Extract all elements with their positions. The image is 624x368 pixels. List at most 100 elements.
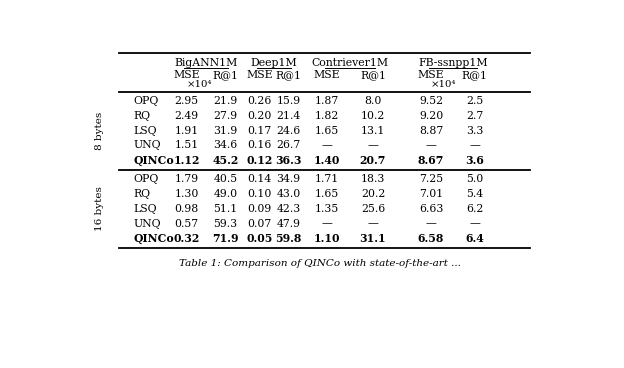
Text: 59.8: 59.8: [275, 233, 301, 244]
Text: 0.10: 0.10: [247, 189, 271, 199]
Text: 6.58: 6.58: [418, 233, 444, 244]
Text: Contriever1M: Contriever1M: [311, 58, 389, 68]
Text: 7.01: 7.01: [419, 189, 443, 199]
Text: 0.05: 0.05: [246, 233, 273, 244]
Text: 21.9: 21.9: [213, 96, 238, 106]
Text: QINCo: QINCo: [134, 155, 174, 166]
Text: 1.12: 1.12: [173, 155, 200, 166]
Text: 9.52: 9.52: [419, 96, 443, 106]
Text: 1.65: 1.65: [315, 189, 339, 199]
Text: 2.7: 2.7: [466, 111, 483, 121]
Text: 6.4: 6.4: [465, 233, 484, 244]
Text: 1.40: 1.40: [314, 155, 340, 166]
Text: 0.98: 0.98: [175, 204, 199, 214]
Text: 25.6: 25.6: [361, 204, 385, 214]
Text: 20.2: 20.2: [361, 189, 385, 199]
Text: OPQ: OPQ: [134, 174, 159, 184]
Text: 21.4: 21.4: [276, 111, 301, 121]
Text: 42.3: 42.3: [276, 204, 301, 214]
Text: 0.57: 0.57: [175, 219, 199, 229]
Text: 0.07: 0.07: [247, 219, 271, 229]
Text: —: —: [321, 219, 333, 229]
Text: LSQ: LSQ: [134, 126, 157, 136]
Text: 1.35: 1.35: [315, 204, 339, 214]
Text: RQ: RQ: [134, 111, 151, 121]
Text: —: —: [321, 141, 333, 151]
Text: R@1: R@1: [462, 71, 487, 81]
Text: MSE: MSE: [173, 71, 200, 81]
Text: 1.91: 1.91: [175, 126, 199, 136]
Text: 1.87: 1.87: [315, 96, 339, 106]
Text: 20.7: 20.7: [360, 155, 386, 166]
Text: 1.82: 1.82: [315, 111, 339, 121]
Text: 8.67: 8.67: [418, 155, 444, 166]
Text: 5.0: 5.0: [466, 174, 483, 184]
Text: MSE: MSE: [246, 71, 273, 81]
Text: 8.0: 8.0: [364, 96, 382, 106]
Text: 49.0: 49.0: [213, 189, 238, 199]
Text: FB-ssnpp1M: FB-ssnpp1M: [418, 58, 487, 68]
Text: 31.9: 31.9: [213, 126, 238, 136]
Text: 0.14: 0.14: [247, 174, 271, 184]
Text: 0.16: 0.16: [247, 141, 271, 151]
Text: 31.1: 31.1: [359, 233, 386, 244]
Text: 1.71: 1.71: [315, 174, 339, 184]
Text: MSE: MSE: [314, 71, 340, 81]
Text: 59.3: 59.3: [213, 219, 238, 229]
Text: 16 bytes: 16 bytes: [95, 187, 104, 231]
Text: MSE: MSE: [417, 71, 444, 81]
Text: —: —: [469, 219, 480, 229]
Text: 6.2: 6.2: [466, 204, 483, 214]
Text: 26.7: 26.7: [276, 141, 301, 151]
Text: 34.6: 34.6: [213, 141, 238, 151]
Text: —: —: [469, 141, 480, 151]
Text: 71.9: 71.9: [212, 233, 239, 244]
Text: 2.49: 2.49: [175, 111, 199, 121]
Text: —: —: [368, 141, 378, 151]
Text: 0.17: 0.17: [247, 126, 271, 136]
Text: 6.63: 6.63: [419, 204, 443, 214]
Text: 27.9: 27.9: [213, 111, 238, 121]
Text: 15.9: 15.9: [276, 96, 300, 106]
Text: 36.3: 36.3: [275, 155, 301, 166]
Text: R@1: R@1: [275, 71, 301, 81]
Text: UNQ: UNQ: [134, 219, 161, 229]
Text: —: —: [426, 141, 436, 151]
Text: 9.20: 9.20: [419, 111, 443, 121]
Text: 1.51: 1.51: [175, 141, 199, 151]
Text: Deep1M: Deep1M: [250, 58, 297, 68]
Text: 1.79: 1.79: [175, 174, 199, 184]
Text: 10.2: 10.2: [361, 111, 385, 121]
Text: RQ: RQ: [134, 189, 151, 199]
Text: —: —: [426, 219, 436, 229]
Text: 0.26: 0.26: [247, 96, 271, 106]
Text: 40.5: 40.5: [213, 174, 238, 184]
Text: 18.3: 18.3: [361, 174, 385, 184]
Text: 0.09: 0.09: [247, 204, 271, 214]
Text: 2.95: 2.95: [175, 96, 199, 106]
Text: Table 1: Comparison of QINCo with state-of-the-art ...: Table 1: Comparison of QINCo with state-…: [179, 259, 461, 268]
Text: BigANN1M: BigANN1M: [175, 58, 238, 68]
Text: 47.9: 47.9: [276, 219, 300, 229]
Text: 34.9: 34.9: [276, 174, 300, 184]
Text: 0.20: 0.20: [247, 111, 271, 121]
Text: 7.25: 7.25: [419, 174, 443, 184]
Text: 1.30: 1.30: [175, 189, 199, 199]
Text: 13.1: 13.1: [361, 126, 385, 136]
Text: 5.4: 5.4: [466, 189, 483, 199]
Text: 3.6: 3.6: [465, 155, 484, 166]
Text: 2.5: 2.5: [466, 96, 483, 106]
Text: LSQ: LSQ: [134, 204, 157, 214]
Text: 3.3: 3.3: [466, 126, 483, 136]
Text: UNQ: UNQ: [134, 141, 161, 151]
Text: 45.2: 45.2: [212, 155, 239, 166]
Text: R@1: R@1: [213, 71, 238, 81]
Text: QINCo: QINCo: [134, 233, 174, 244]
Text: 24.6: 24.6: [276, 126, 301, 136]
Text: R@1: R@1: [360, 71, 386, 81]
Text: 1.10: 1.10: [314, 233, 340, 244]
Text: 0.32: 0.32: [173, 233, 200, 244]
Text: 8 bytes: 8 bytes: [95, 112, 104, 150]
Text: ×10⁴: ×10⁴: [431, 80, 456, 89]
Text: ×10⁴: ×10⁴: [187, 80, 212, 89]
